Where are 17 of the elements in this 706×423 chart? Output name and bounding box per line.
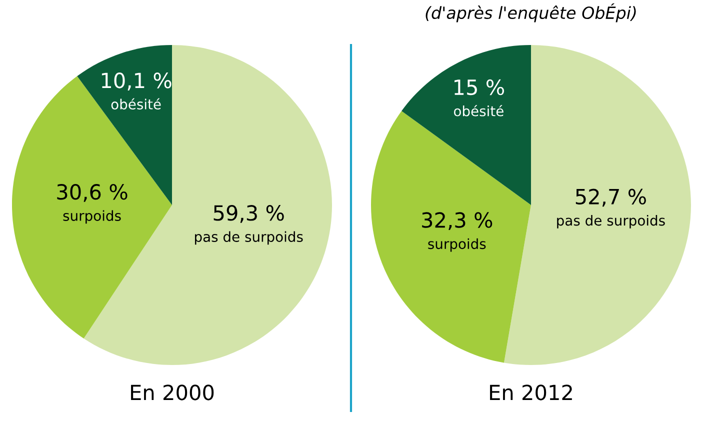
slice-label: pas de surpoids: [557, 214, 665, 228]
slice-label: surpoids: [63, 210, 121, 224]
slice-label: obésité: [454, 105, 504, 116]
text: (d'après l'enquête ObÉpi): [426, 3, 636, 22]
slice-label: pas de surpoids: [195, 231, 303, 245]
data-label: 32,3 %: [422, 212, 492, 230]
data-label: 15 %: [454, 79, 504, 96]
data-label: 52,7 %: [576, 188, 646, 207]
pie-slice: [504, 45, 691, 365]
data-label: 30,6 %: [57, 184, 128, 202]
slice-label: surpoids: [428, 238, 486, 252]
text: En 2012: [490, 384, 572, 400]
pie-slice: [402, 45, 531, 205]
slice-label: obésité: [111, 98, 161, 110]
data-label: 10,1 %: [102, 72, 172, 90]
data-label: 59,3 %: [214, 205, 284, 223]
text: En 2000: [131, 384, 214, 400]
